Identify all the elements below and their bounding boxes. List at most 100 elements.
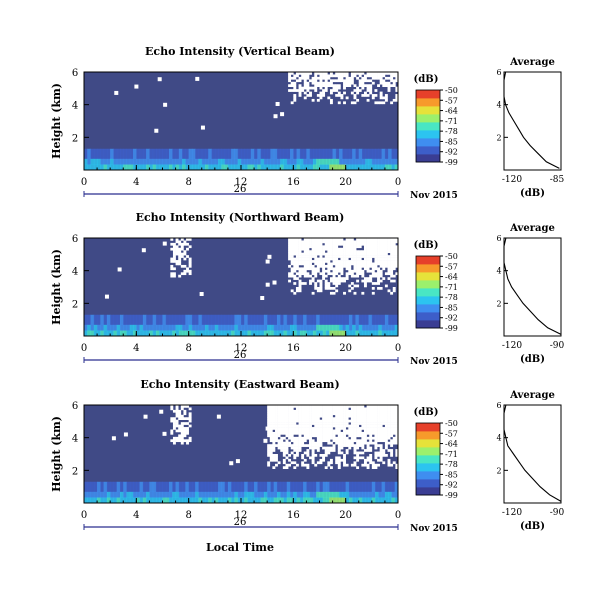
intensity-cell <box>231 148 235 159</box>
intensity-cell <box>159 148 163 159</box>
intensity-cell <box>129 164 134 171</box>
missing-cell <box>301 409 305 413</box>
missing-cell <box>322 238 326 241</box>
intensity-cell <box>126 491 131 498</box>
missing-cell <box>301 242 305 246</box>
intensity-cell <box>218 324 222 331</box>
intensity-cell <box>244 158 249 165</box>
missing-cell <box>288 444 292 447</box>
intensity-cell <box>280 324 285 331</box>
missing-cell <box>395 409 399 413</box>
intensity-cell <box>339 148 343 159</box>
missing-cell <box>358 252 362 256</box>
missing-cell <box>267 405 271 408</box>
intensity-cell <box>155 491 160 498</box>
intensity-cell <box>293 148 298 159</box>
intensity-cell <box>136 324 141 331</box>
missing-cell <box>170 419 174 423</box>
intensity-cell <box>119 481 124 492</box>
missing-cell <box>387 247 391 251</box>
missing-cell <box>392 427 396 430</box>
intensity-cell <box>237 330 242 337</box>
missing-cell <box>298 287 302 290</box>
intensity-cell <box>97 497 101 504</box>
missing-cell <box>392 424 396 428</box>
intensity-cell <box>368 491 373 498</box>
intensity-cell <box>335 164 340 171</box>
missing-cell <box>356 454 360 457</box>
missing-cell <box>384 431 388 435</box>
missing-cell <box>290 446 294 450</box>
missing-cell <box>361 424 365 428</box>
intensity-cell <box>97 491 101 498</box>
missing-cell <box>377 255 380 258</box>
missing-cell <box>332 405 336 408</box>
missing-cell <box>371 419 375 423</box>
missing-cell <box>348 424 352 428</box>
missing-cell <box>306 260 310 263</box>
missing-cell <box>371 240 375 244</box>
missing-cell <box>337 242 341 246</box>
missing-cell <box>183 431 187 435</box>
missing-cell <box>350 74 354 78</box>
intensity-cell <box>358 314 363 325</box>
missing-cell <box>337 446 341 450</box>
x-tick-label: 4 <box>133 510 139 521</box>
missing-cell <box>387 84 391 87</box>
missing-cell <box>324 86 328 90</box>
missing-cell <box>293 414 297 418</box>
missing-cell <box>369 409 373 413</box>
missing-cell <box>340 76 344 80</box>
missing-cell <box>329 267 333 271</box>
intensity-cell <box>342 330 347 337</box>
missing-cell <box>366 405 370 408</box>
missing-cell <box>387 417 391 420</box>
missing-cell <box>371 262 375 266</box>
missing-cell <box>332 407 336 411</box>
missing-cell <box>390 422 394 425</box>
missing-cell <box>353 409 357 413</box>
missing-cell <box>324 247 328 251</box>
missing-cell <box>353 101 357 105</box>
missing-cell <box>322 419 326 423</box>
missing-cell <box>379 451 383 455</box>
missing-cell <box>395 431 399 435</box>
missing-cell <box>316 431 320 435</box>
missing-cell <box>172 441 176 445</box>
missing-cell <box>319 279 323 283</box>
missing-cell <box>363 431 367 435</box>
missing-cell <box>175 424 179 428</box>
missing-cell <box>358 89 362 92</box>
missing-cell <box>303 250 307 253</box>
missing-cell <box>322 252 326 256</box>
missing-cell <box>377 287 380 290</box>
missing-cell <box>295 436 299 440</box>
intensity-cell <box>185 481 190 492</box>
intensity-cell <box>100 497 105 504</box>
missing-cell <box>301 454 305 457</box>
missing-cell <box>175 439 179 443</box>
missing-cell <box>369 454 373 457</box>
missing-cell <box>170 272 174 276</box>
missing-cell <box>358 429 362 433</box>
missing-cell <box>178 274 182 278</box>
missing-cell <box>180 405 184 408</box>
missing-cell <box>384 264 388 268</box>
missing-cell <box>392 238 396 241</box>
missing-cell <box>306 417 310 420</box>
missing-cell <box>377 451 380 455</box>
intensity-cell <box>188 314 193 325</box>
missing-cell <box>390 429 394 433</box>
missing-cell <box>343 101 346 105</box>
intensity-cell <box>208 330 213 337</box>
missing-cell <box>343 79 346 83</box>
missing-cell <box>188 269 192 273</box>
intensity-cell <box>296 164 301 171</box>
missing-cell <box>379 242 383 246</box>
missing-cell <box>327 422 331 425</box>
intensity-cell <box>247 314 252 325</box>
intensity-cell <box>218 330 222 337</box>
missing-cell <box>324 72 328 75</box>
intensity-cell <box>211 491 216 498</box>
intensity-cell <box>290 158 294 165</box>
